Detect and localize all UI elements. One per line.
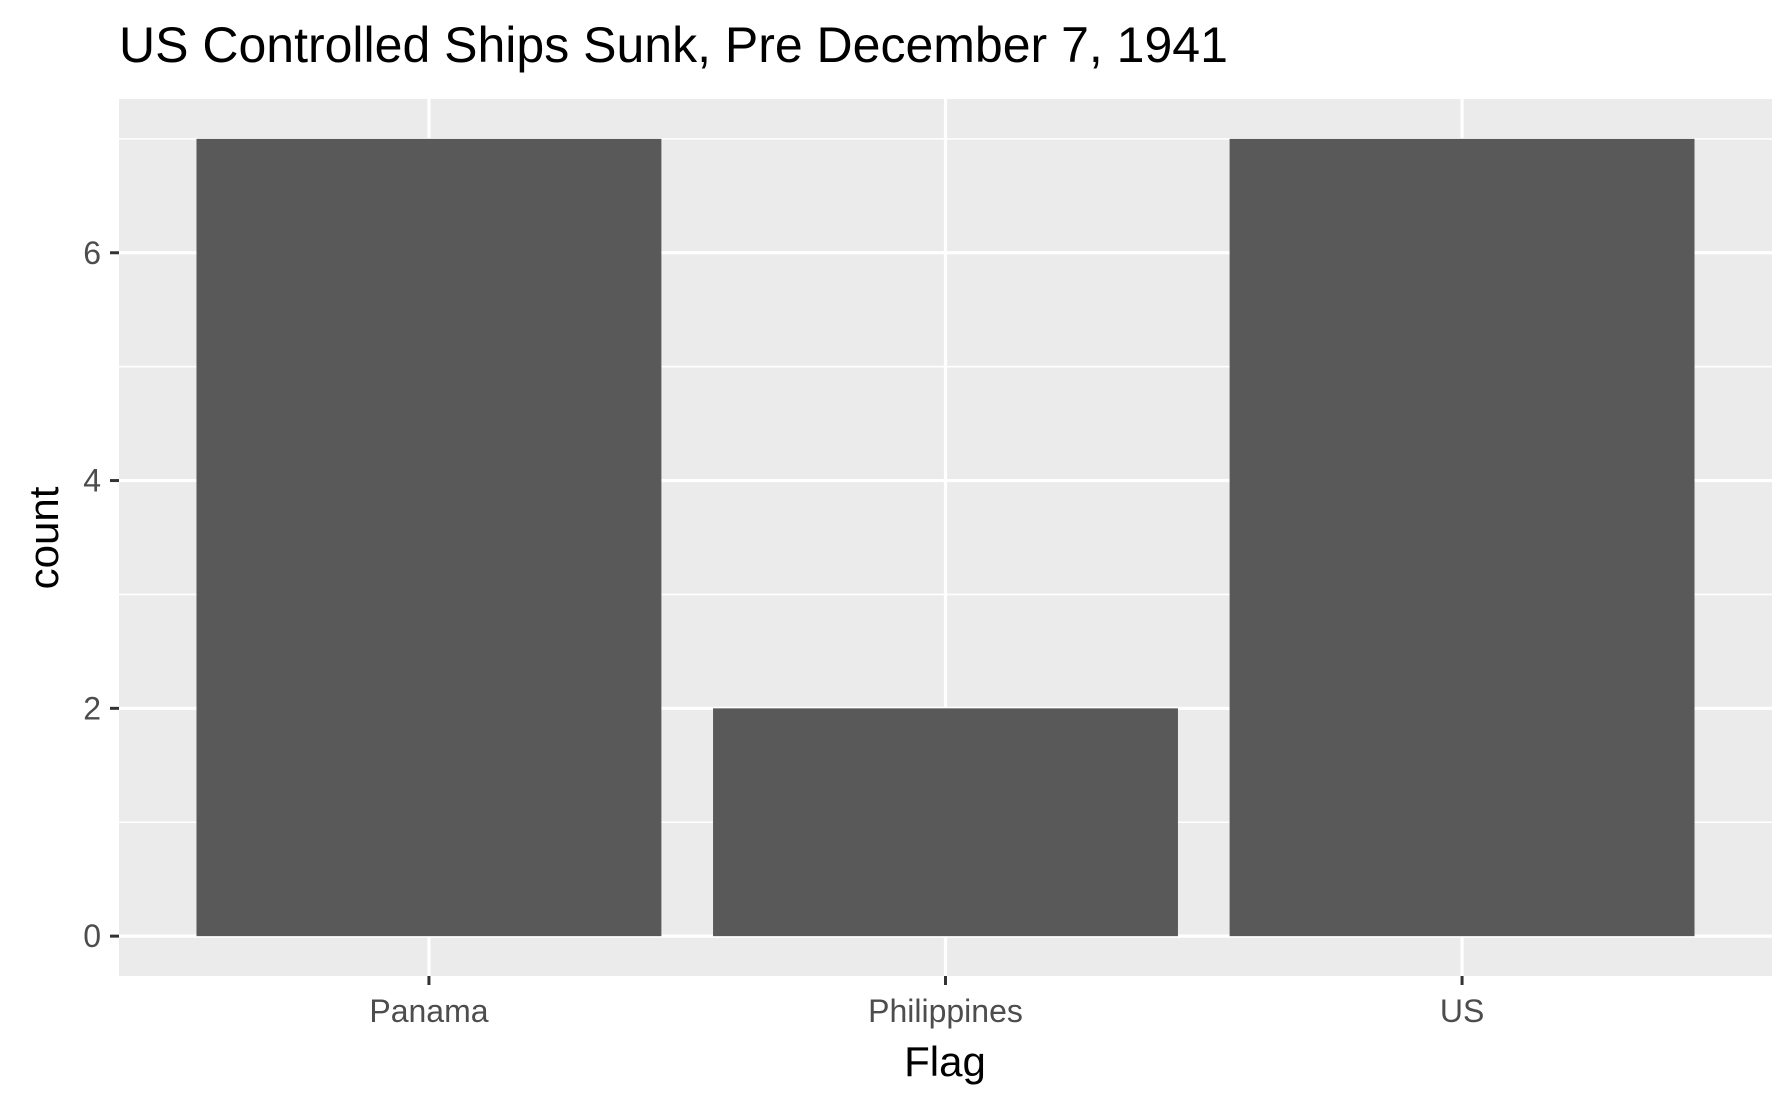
bar-philippines <box>713 708 1178 937</box>
bar-us <box>1229 138 1695 937</box>
y-axis-title: count <box>20 486 67 589</box>
chart-title: US Controlled Ships Sunk, Pre December 7… <box>119 17 1228 73</box>
x-tick-label: US <box>1440 993 1484 1029</box>
y-tick-label: 2 <box>83 690 101 726</box>
bar-panama <box>196 138 662 937</box>
bars <box>196 138 1695 937</box>
x-axis: Panama Philippines US <box>369 976 1484 1029</box>
y-tick-label: 4 <box>83 463 101 499</box>
y-tick-label: 6 <box>83 235 101 271</box>
x-tick-label: Panama <box>369 993 488 1029</box>
x-axis-title: Flag <box>904 1038 986 1085</box>
y-tick-label: 0 <box>83 918 101 954</box>
y-axis: 0 2 4 6 <box>83 235 119 954</box>
x-tick-label: Philippines <box>868 993 1023 1029</box>
